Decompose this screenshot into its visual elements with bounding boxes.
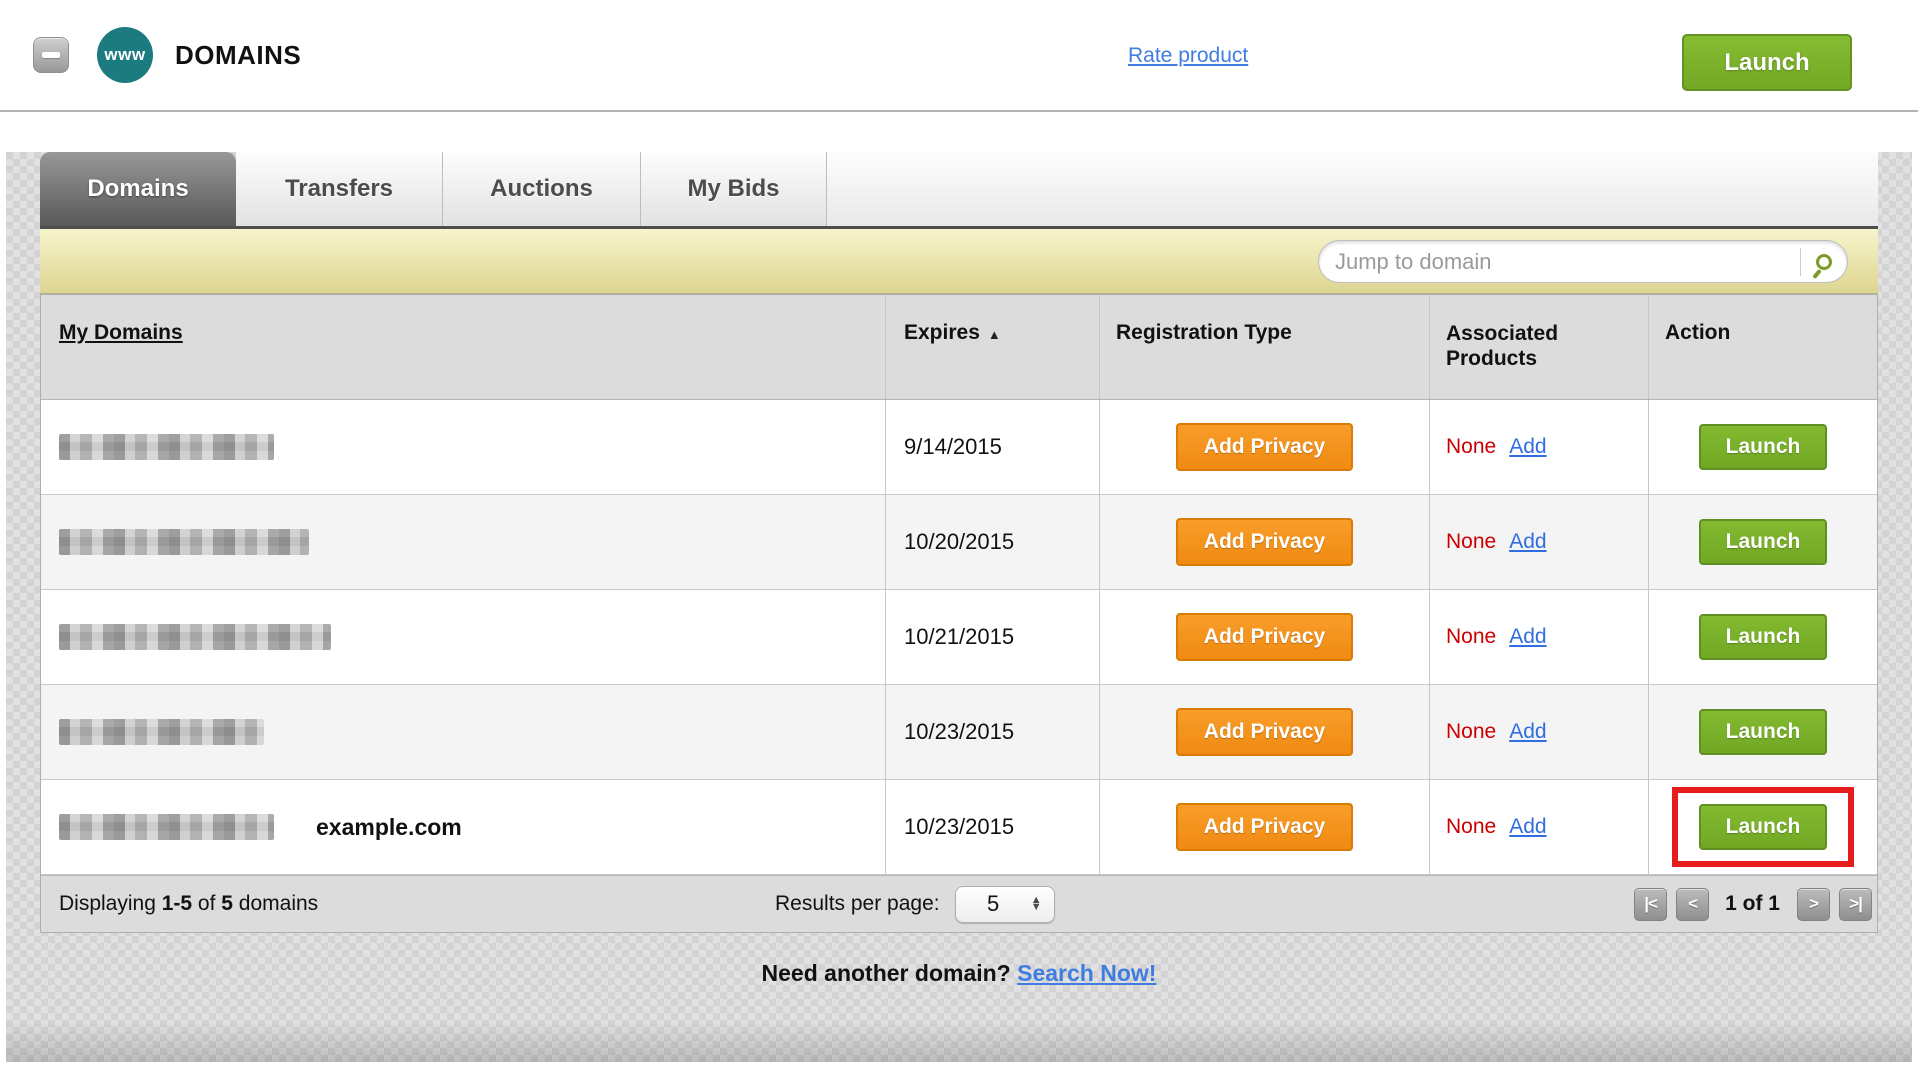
expires-date: 9/14/2015 [904, 434, 1002, 459]
table-footer: Displaying 1-5 of 5 domains Results per … [41, 875, 1877, 932]
first-page-button[interactable]: |< [1634, 887, 1668, 921]
table-row: 10/21/2015 Add Privacy None Add Launch [41, 590, 1877, 685]
results-per-page-value: 5 [987, 891, 1000, 916]
add-product-link[interactable]: Add [1509, 530, 1547, 553]
column-header-expires[interactable]: Expires ▲ [885, 295, 1099, 399]
redacted-domain-name [59, 434, 274, 460]
associated-products-status: None [1446, 720, 1497, 743]
redacted-domain-name [59, 529, 309, 555]
domains-table: My Domains Expires ▲ Registration Type As… [40, 294, 1878, 933]
table-row: 10/20/2015 Add Privacy None Add Launch [41, 495, 1877, 590]
associated-products-status: None [1446, 530, 1497, 553]
associated-products-status: None [1446, 815, 1497, 838]
displaying-summary: Displaying 1-5 of 5 domains [59, 892, 319, 915]
jump-to-domain-search [1318, 240, 1848, 283]
associated-products-status: None [1446, 625, 1497, 648]
header-launch-button[interactable]: Launch [1682, 34, 1852, 91]
tab-transfers[interactable]: Transfers [236, 152, 443, 226]
results-per-page-select[interactable]: 5 ▲ ▼ [954, 885, 1055, 923]
page-title: DOMAINS [175, 39, 302, 70]
sort-ascending-icon: ▲ [987, 327, 1001, 342]
tab-auctions[interactable]: Auctions [443, 152, 641, 226]
domain-annotation-label: example.com [316, 813, 462, 840]
search-button[interactable] [1801, 241, 1847, 282]
add-privacy-button[interactable]: Add Privacy [1175, 423, 1354, 471]
row-launch-button[interactable]: Launch [1698, 614, 1828, 660]
table-row-example-com: example.com 10/23/2015 Add Privacy None … [41, 780, 1877, 875]
add-product-link[interactable]: Add [1509, 435, 1547, 458]
redacted-domain-name [59, 814, 274, 840]
search-icon [1816, 253, 1832, 270]
expires-date: 10/21/2015 [904, 624, 1015, 649]
table-row: 9/14/2015 Add Privacy None Add Launch [41, 400, 1877, 495]
search-input[interactable] [1319, 241, 1800, 282]
add-privacy-button[interactable]: Add Privacy [1175, 613, 1354, 661]
red-highlight-box: Launch [1671, 787, 1855, 867]
column-header-action: Action [1648, 295, 1877, 399]
tab-my-bids[interactable]: My Bids [641, 152, 827, 226]
rate-product-link[interactable]: Rate product [1128, 44, 1249, 67]
results-per-page-label: Results per page: [775, 892, 940, 915]
tab-strip: Domains Transfers Auctions My Bids [40, 152, 1878, 229]
add-privacy-button[interactable]: Add Privacy [1175, 518, 1354, 566]
table-header-row: My Domains Expires ▲ Registration Type As… [41, 295, 1877, 400]
highlighted-launch-button[interactable]: Launch [1698, 804, 1828, 850]
redacted-domain-name [59, 719, 264, 745]
associated-products-status: None [1446, 435, 1497, 458]
results-per-page: Results per page: 5 ▲ ▼ [775, 885, 1055, 923]
expires-date: 10/20/2015 [904, 529, 1015, 554]
search-strip [40, 229, 1878, 294]
tab-strip-filler [827, 152, 1878, 226]
main-area: Domains Transfers Auctions My Bids My Do… [0, 152, 1918, 1068]
tab-domains[interactable]: Domains [40, 152, 236, 226]
redacted-domain-name [59, 624, 331, 650]
expires-date: 10/23/2015 [904, 719, 1015, 744]
need-domain-prompt: Need another domain? Search Now! [761, 960, 1157, 986]
search-now-link[interactable]: Search Now! [1017, 960, 1157, 986]
row-launch-button[interactable]: Launch [1698, 424, 1828, 470]
app-header: www DOMAINS Rate product Launch [0, 0, 1918, 112]
row-launch-button[interactable]: Launch [1698, 519, 1828, 565]
pagination: |< < 1 of 1 > >| [1625, 887, 1872, 921]
next-page-button[interactable]: > [1797, 887, 1830, 921]
www-globe-icon: www [97, 27, 153, 83]
expires-date: 10/23/2015 [904, 814, 1015, 839]
add-privacy-button[interactable]: Add Privacy [1175, 708, 1354, 756]
column-header-associated-products: Associated Products [1429, 295, 1648, 399]
add-product-link[interactable]: Add [1509, 625, 1547, 648]
row-launch-button[interactable]: Launch [1698, 709, 1828, 755]
column-header-my-domains[interactable]: My Domains [59, 321, 183, 344]
add-privacy-button[interactable]: Add Privacy [1175, 803, 1354, 851]
minus-icon [42, 52, 60, 58]
search-divider [1800, 247, 1801, 276]
table-row: 10/23/2015 Add Privacy None Add Launch [41, 685, 1877, 780]
stepper-arrows-icon: ▲ ▼ [1030, 894, 1042, 913]
page-indicator: 1 of 1 [1725, 892, 1780, 915]
add-product-link[interactable]: Add [1509, 815, 1547, 838]
column-header-registration-type: Registration Type [1099, 295, 1429, 399]
collapse-button[interactable] [33, 37, 69, 73]
add-product-link[interactable]: Add [1509, 720, 1547, 743]
previous-page-button[interactable]: < [1676, 887, 1710, 921]
last-page-button[interactable]: >| [1839, 887, 1872, 921]
